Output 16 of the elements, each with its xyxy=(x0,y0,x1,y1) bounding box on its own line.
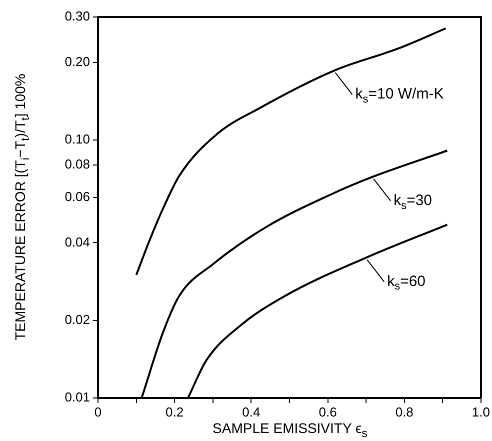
x-axis-title: SAMPLE EMISSIVITY ϵ$_{s}$ xyxy=(212,420,368,440)
x-tick-label: 0 xyxy=(94,404,102,420)
y-tick-label: 0.20 xyxy=(64,54,90,69)
y-tick-label: 0.30 xyxy=(64,8,90,24)
y-tick-label: 0.06 xyxy=(64,188,90,204)
x-tick-label: 1.0 xyxy=(472,404,490,420)
x-tick-label: 0.4 xyxy=(242,404,260,420)
line-series xyxy=(135,27,447,276)
y-tick-label: 0.01 xyxy=(64,390,90,405)
y-tick-label: 0.04 xyxy=(64,234,90,250)
x-tick-label: 0.2 xyxy=(166,404,184,420)
x-tick-label: 0.8 xyxy=(395,404,414,420)
y-tick-label: 0.10 xyxy=(64,132,90,147)
x-tick-label: 0.6 xyxy=(318,404,337,420)
y-tick-label: 0.08 xyxy=(64,156,90,172)
y-tick-label: 0.02 xyxy=(64,312,90,327)
